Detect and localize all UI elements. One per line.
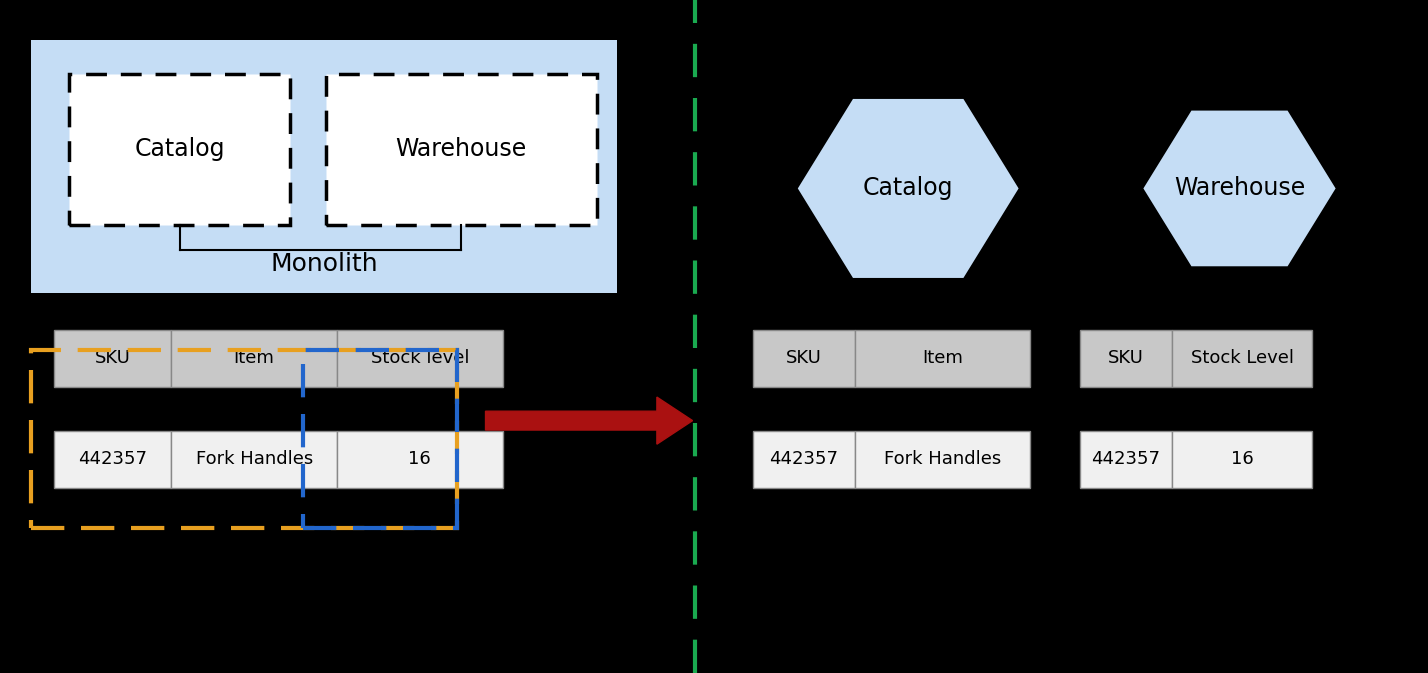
Bar bbox=[753, 431, 855, 488]
Text: 442357: 442357 bbox=[79, 450, 147, 468]
Text: Stock Level: Stock Level bbox=[1191, 349, 1294, 367]
Text: 16: 16 bbox=[408, 450, 431, 468]
Bar bbox=[54, 330, 171, 387]
Text: 16: 16 bbox=[1231, 450, 1254, 468]
Bar bbox=[1172, 431, 1312, 488]
Text: Monolith: Monolith bbox=[270, 252, 378, 276]
Bar bbox=[1080, 330, 1172, 387]
Text: Item: Item bbox=[234, 349, 274, 367]
Text: Fork Handles: Fork Handles bbox=[884, 450, 1001, 468]
Text: Stock level: Stock level bbox=[371, 349, 468, 367]
Polygon shape bbox=[1142, 110, 1337, 267]
Text: SKU: SKU bbox=[785, 349, 823, 367]
Bar bbox=[855, 431, 1030, 488]
Polygon shape bbox=[797, 98, 1020, 279]
Bar bbox=[31, 350, 457, 528]
Text: Catalog: Catalog bbox=[134, 137, 226, 162]
FancyArrow shape bbox=[486, 397, 693, 444]
Bar bbox=[855, 330, 1030, 387]
Bar bbox=[337, 330, 503, 387]
Bar bbox=[31, 40, 617, 293]
Bar bbox=[1080, 431, 1172, 488]
Text: 442357: 442357 bbox=[1091, 450, 1161, 468]
Text: Catalog: Catalog bbox=[863, 176, 954, 201]
Text: Warehouse: Warehouse bbox=[1174, 176, 1305, 201]
Text: SKU: SKU bbox=[94, 349, 131, 367]
Text: Warehouse: Warehouse bbox=[396, 137, 527, 162]
Bar bbox=[171, 431, 337, 488]
Bar bbox=[303, 350, 457, 528]
Bar bbox=[54, 431, 171, 488]
Text: 442357: 442357 bbox=[770, 450, 838, 468]
Bar bbox=[69, 74, 290, 225]
Text: SKU: SKU bbox=[1108, 349, 1144, 367]
Bar bbox=[1172, 330, 1312, 387]
Bar bbox=[753, 330, 855, 387]
Text: Fork Handles: Fork Handles bbox=[196, 450, 313, 468]
Bar bbox=[171, 330, 337, 387]
Bar bbox=[326, 74, 597, 225]
Text: Item: Item bbox=[922, 349, 962, 367]
Bar bbox=[337, 431, 503, 488]
